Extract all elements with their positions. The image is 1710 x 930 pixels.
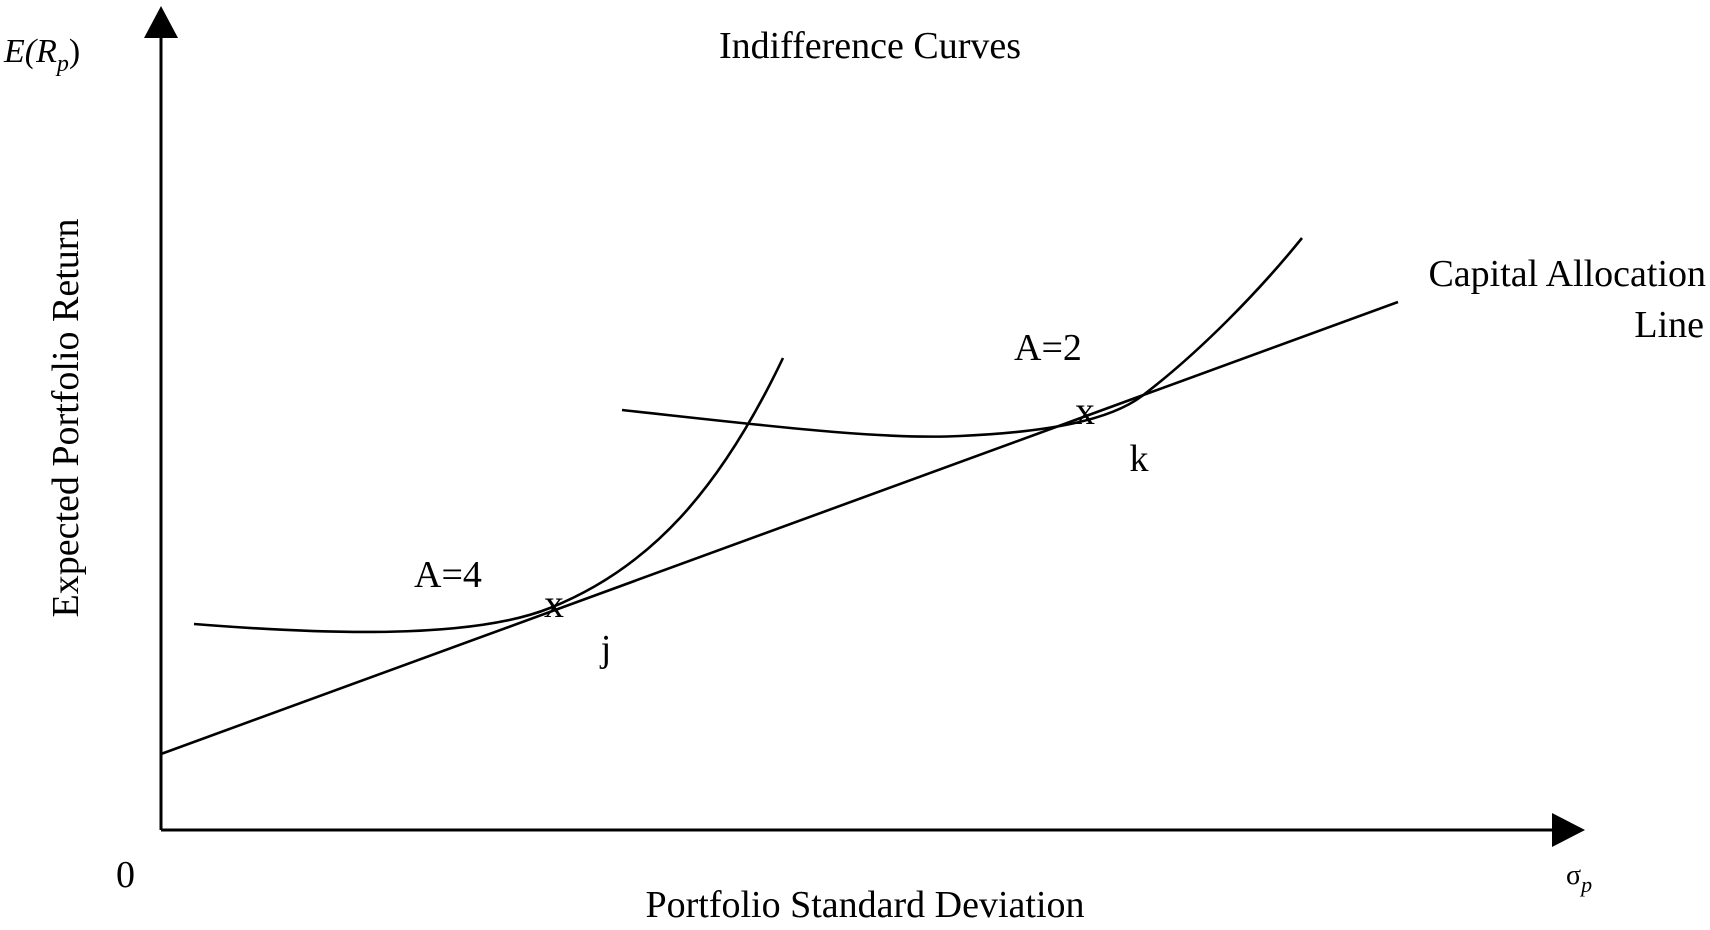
- y-axis-label: Expected Portfolio Return: [45, 219, 87, 618]
- cal-label-line1: Capital Allocation: [1428, 253, 1706, 295]
- y-axis-arrowhead: [144, 6, 178, 38]
- curve-a2-label: A=2: [1014, 327, 1082, 369]
- cal-label-line2: Line: [1634, 304, 1704, 346]
- indifference-curve-a2: [621, 237, 1304, 438]
- indifference-curve-a4: [193, 357, 785, 634]
- x-axis-label: Portfolio Standard Deviation: [645, 884, 1084, 926]
- tangent-point-k-label: k: [1130, 438, 1149, 480]
- origin-label: 0: [116, 854, 135, 896]
- tangent-point-j-label: j: [599, 628, 612, 670]
- tangent-point-j-marker: x: [544, 581, 564, 626]
- capital-allocation-line: [160, 300, 1399, 756]
- y-axis-symbol: E(Rp): [3, 33, 80, 77]
- tangent-point-k-marker: x: [1075, 388, 1095, 433]
- curve-a4-label: A=4: [414, 554, 482, 596]
- x-axis-arrowhead: [1552, 813, 1585, 847]
- diagram-title: Indifference Curves: [719, 25, 1021, 67]
- x-axis-symbol: σp: [1566, 860, 1592, 897]
